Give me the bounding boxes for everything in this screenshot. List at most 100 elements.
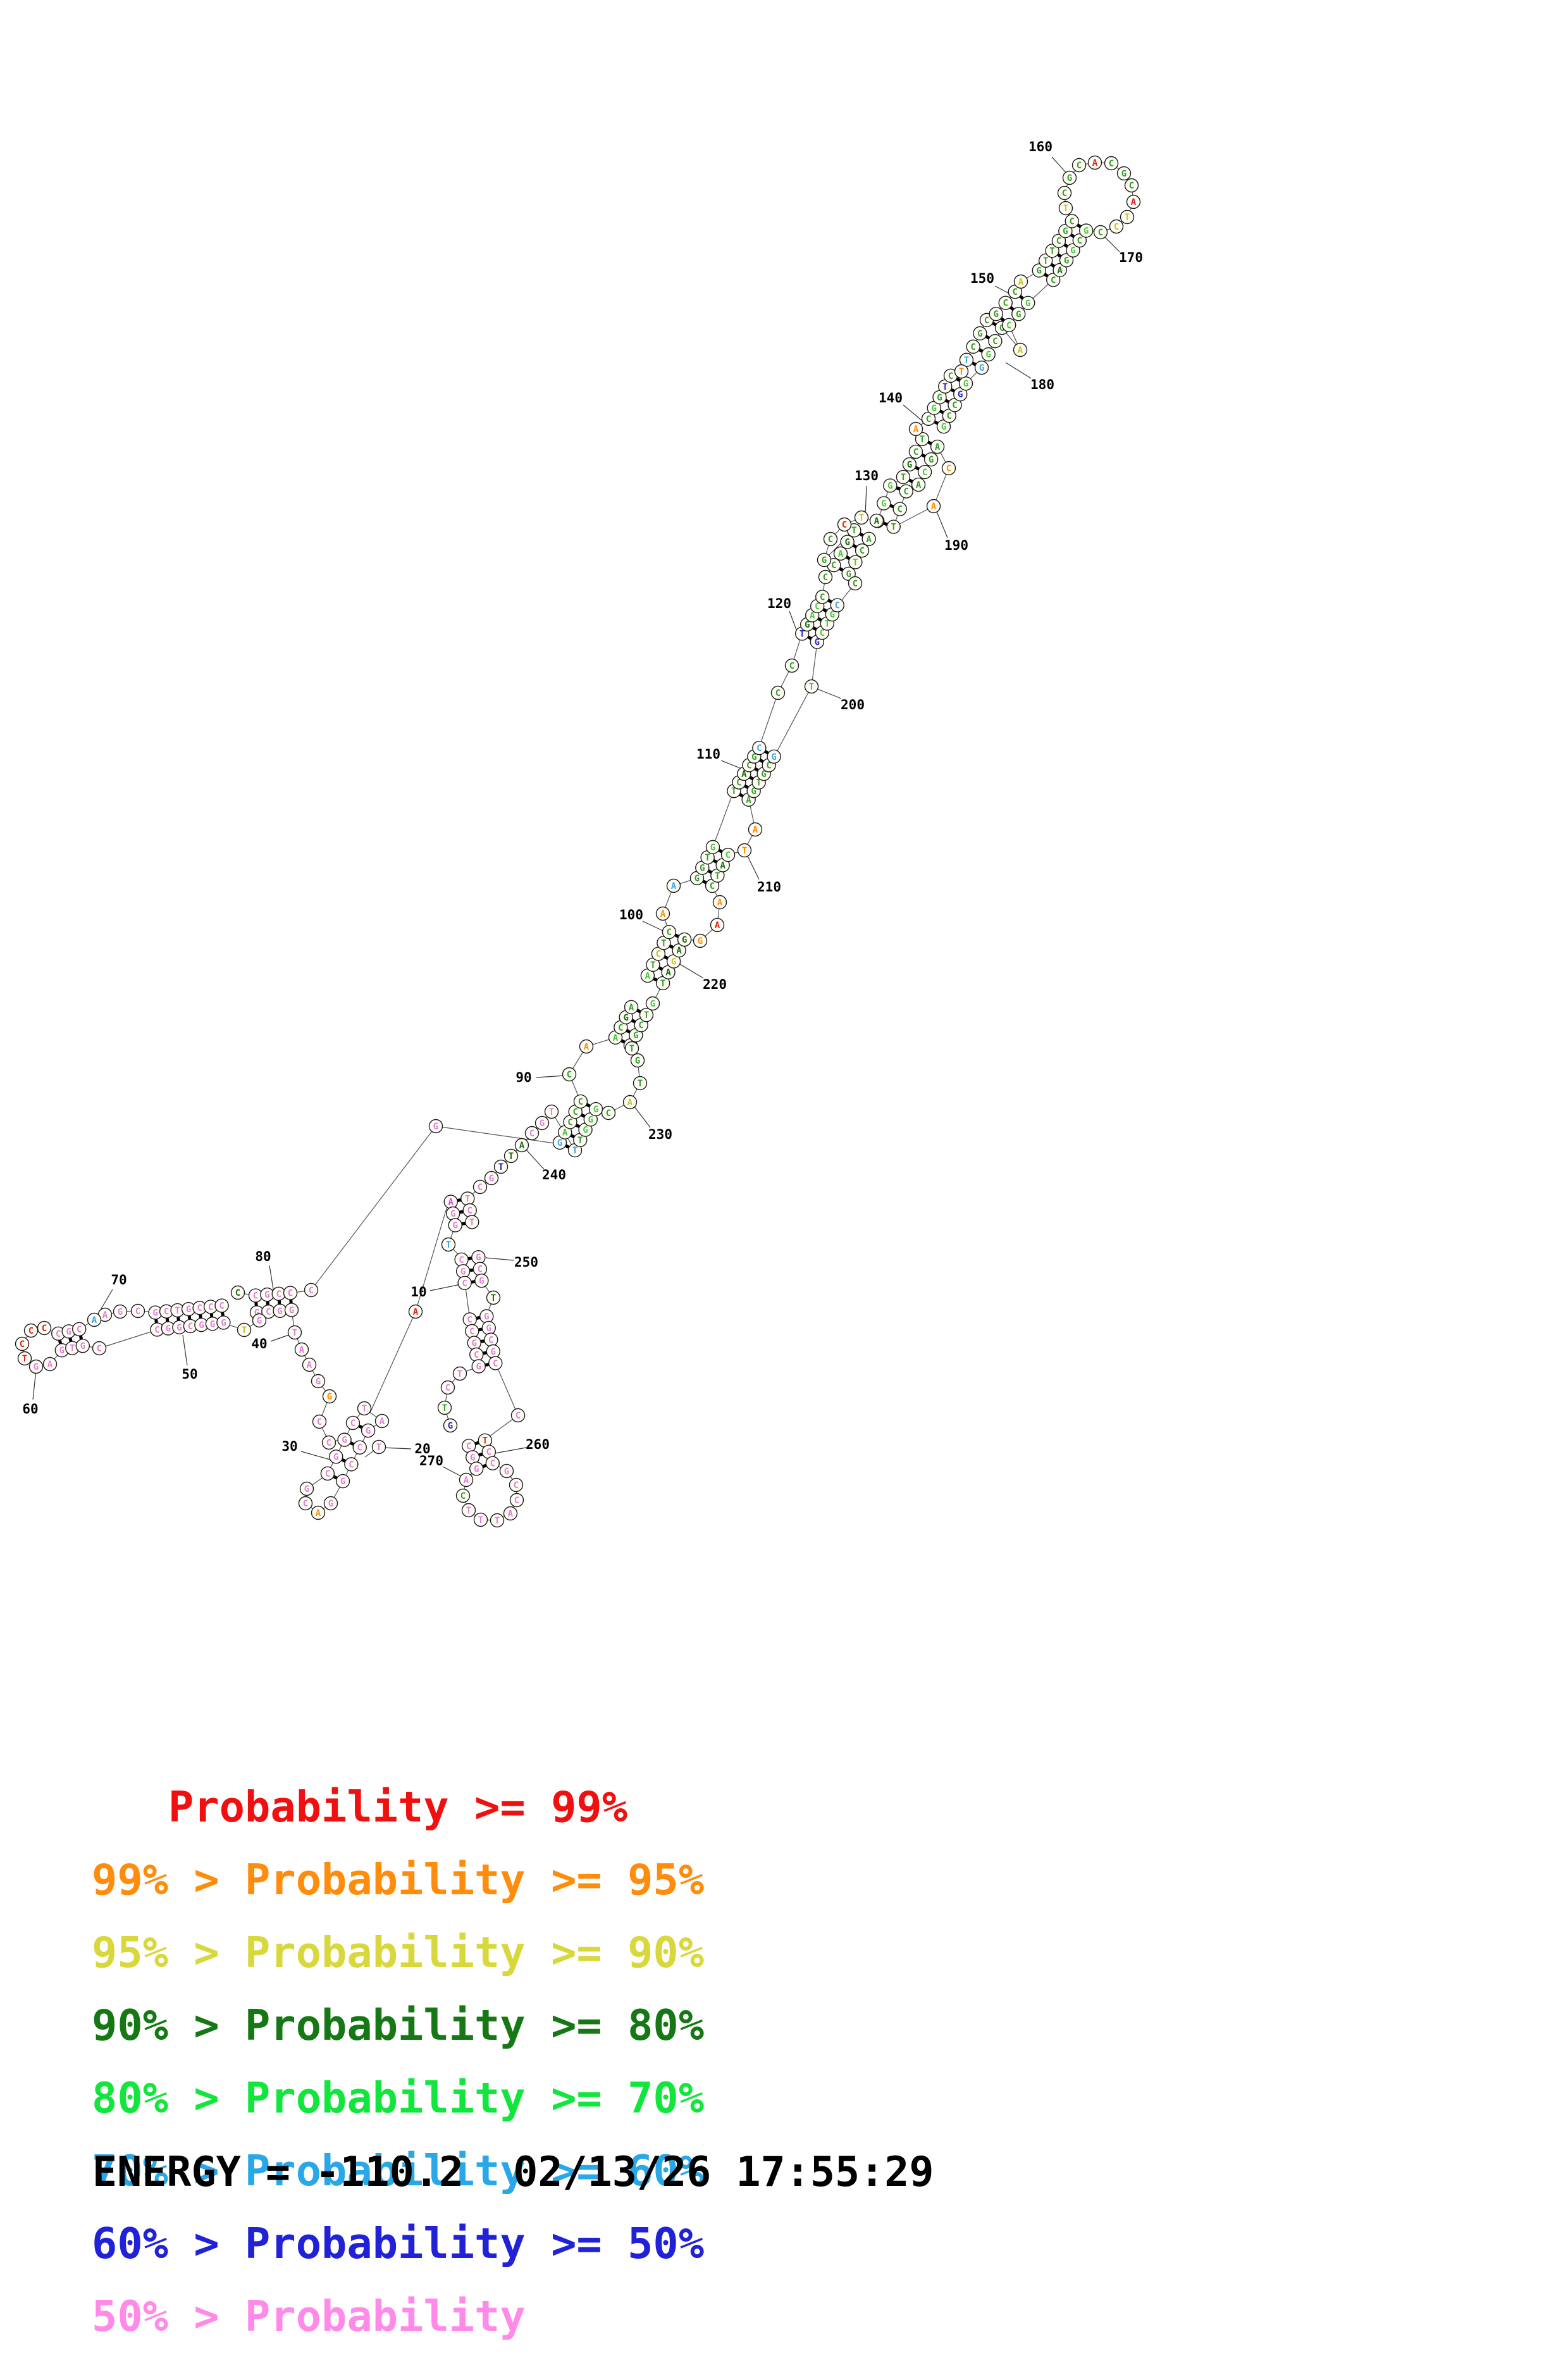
nucleotide-letter: C: [97, 1344, 102, 1354]
nucleotide: [1124, 178, 1139, 193]
position-labels: 160 170 150 180 140 130 190 120 200 110 210 100 220 9…: [22, 139, 1143, 1479]
nucleotide-letter: G: [221, 1318, 226, 1328]
nucleotide: [287, 1325, 302, 1340]
nucleotide-letter: A: [464, 1475, 469, 1486]
nucleotide-letter: C: [529, 1129, 534, 1139]
nucleotide: [1104, 156, 1119, 171]
nucleotide-letter: A: [102, 1310, 108, 1320]
nucleotide-letter: G: [700, 864, 705, 874]
nucleotide: [770, 685, 786, 700]
nucleotide-letter: A: [584, 1042, 590, 1052]
nucleotide-letter: C: [478, 1265, 483, 1275]
nucleotide-letter: A: [519, 1141, 525, 1151]
nucleotide-letter: A: [676, 946, 682, 956]
nucleotide: [883, 478, 898, 493]
nucleotide-letter: T: [175, 1306, 180, 1316]
nucleotide: [804, 679, 819, 694]
nucleotide: [1065, 214, 1079, 228]
legend-line-below50: 50% > Probability: [92, 2292, 526, 2341]
nucleotide-letter: T: [853, 557, 858, 568]
nucleotide-letter: T: [809, 682, 814, 692]
nucleotide-letter: C: [467, 1206, 472, 1216]
nucleotide: [624, 1000, 639, 1014]
nucleotide-letter: C: [188, 1322, 193, 1332]
nucleotide-letter: T: [465, 1194, 470, 1204]
nucleotide-letter: C: [490, 1459, 495, 1469]
nucleotide: [440, 1380, 455, 1395]
nucleotide-letter: A: [1092, 158, 1098, 168]
nucleotide-letter: T: [660, 979, 665, 989]
nucleotide: [1051, 233, 1066, 248]
nucleotide-letter: G: [844, 538, 849, 548]
legend-line-70: 80% > Probability >= 70%: [92, 2073, 705, 2123]
nucleotide-letter: G: [694, 874, 700, 884]
nucleotide: [815, 590, 830, 604]
nucleotide-letter: A: [413, 1307, 419, 1317]
nucleotide-letter: C: [820, 628, 825, 638]
nucleotide-letter: G: [830, 610, 835, 620]
nucleotide: [954, 364, 969, 379]
nucleotide: [448, 1218, 462, 1232]
nucleotide: [899, 484, 913, 499]
nucleotide: [784, 658, 799, 673]
nucleotide: [361, 1423, 376, 1438]
nucleotide-letter: A: [717, 898, 723, 908]
nucleotide-letter: C: [903, 487, 908, 497]
structure-diagram: 160 170 150 180 140 130 190 120 200 110 210 100 220 9…: [15, 139, 1143, 1528]
nucleotide-letter: T: [825, 619, 830, 630]
nucleotide-letter: G: [166, 1324, 171, 1334]
nucleotide-letter: G: [176, 1323, 182, 1333]
nucleotide: [908, 444, 923, 459]
nucleotide-letter: C: [164, 1307, 169, 1317]
nucleotide-letter: G: [633, 1031, 638, 1041]
nucleotide-letter: T: [891, 523, 896, 533]
sequence-position-label: 20: [414, 1441, 430, 1456]
energy-annotation: ENERGY = -110.2 02/13/26 17:55:29: [92, 2149, 934, 2196]
nucleotide-letter: T: [457, 1369, 462, 1379]
nucleotide-letter: C: [1098, 228, 1103, 238]
nucleotide-letter: A: [47, 1360, 53, 1370]
sequence-position-label: 80: [255, 1249, 271, 1264]
nucleotide-letter: T: [376, 1443, 381, 1453]
nucleotide-letter: A: [1018, 345, 1023, 356]
nucleotide: [752, 740, 767, 755]
nucleotide: [877, 496, 891, 511]
nucleotide-letter: G: [710, 843, 715, 853]
nucleotide: [345, 1415, 361, 1431]
nucleotide-letter: G: [635, 1056, 640, 1066]
nucleotide: [662, 924, 677, 940]
nucleotide: [485, 1456, 500, 1470]
nucleotide: [312, 1414, 327, 1429]
nucleotide-letter: C: [775, 688, 781, 698]
nucleotide: [486, 1290, 501, 1305]
nucleotide: [1126, 194, 1141, 209]
nucleotide-letter: C: [984, 316, 989, 326]
nucleotide: [488, 1356, 503, 1370]
nucleotide-letter: G: [199, 1320, 204, 1331]
nucleotide: [1066, 243, 1080, 258]
nucleotide: [252, 1313, 267, 1328]
nucleotide-letter: C: [42, 1324, 47, 1334]
nucleotide: [767, 749, 781, 764]
sequence-position-label: 150: [970, 271, 994, 286]
nucleotide-letter: G: [805, 620, 810, 630]
nucleotide-letter: G: [941, 422, 946, 432]
nucleotide-letter: T: [920, 435, 925, 445]
nucleotide-letter: G: [1063, 227, 1068, 237]
sequence-position-label: 30: [281, 1439, 297, 1454]
nucleotide: [981, 347, 996, 362]
nucleotide-letter: A: [508, 1509, 514, 1519]
nucleotide-letter: T: [901, 473, 906, 483]
nucleotide: [988, 333, 1003, 349]
nucleotide-letter: A: [916, 480, 922, 490]
nucleotide-letter: T: [715, 871, 720, 881]
nucleotide-letter: C: [493, 1358, 498, 1369]
nucleotide: [87, 1312, 102, 1327]
rna-structure-plot: 160 170 150 180 140 130 190 120 200 110 210 100 220 9…: [15, 139, 1143, 2341]
nucleotide: [896, 469, 911, 485]
nucleotide: [469, 1462, 484, 1476]
nucleotide-letter: A: [299, 1345, 305, 1355]
nucleotide-letter: G: [929, 455, 934, 465]
nucleotide-letter: C: [20, 1339, 25, 1350]
nucleotide-letter: G: [682, 935, 687, 945]
